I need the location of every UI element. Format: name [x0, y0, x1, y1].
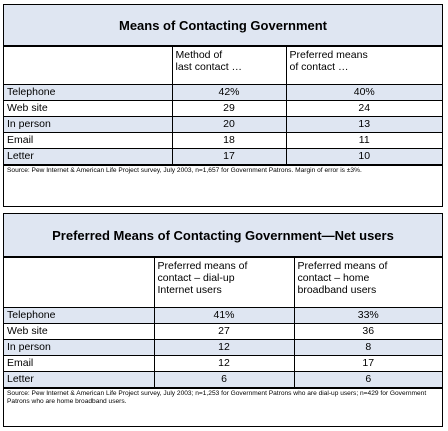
cell-value: 8	[293, 339, 442, 356]
header-row: Preferred means of contact – dial-up Int…	[4, 257, 442, 308]
header-line: Preferred means of	[297, 260, 388, 272]
row-label: In person	[4, 116, 173, 133]
row-label: Letter	[4, 148, 173, 165]
table-row: Web site 27 36	[4, 323, 442, 340]
table-row: Telephone 42% 40%	[4, 84, 442, 101]
table-title: Preferred Means of Contacting Government…	[4, 214, 442, 257]
row-label: Telephone	[4, 84, 173, 101]
table-row: In person 12 8	[4, 339, 442, 356]
header-line: last contact …	[175, 61, 243, 73]
row-label: In person	[4, 339, 155, 356]
row-label: Web site	[4, 100, 173, 117]
cell-value: 36	[293, 323, 442, 340]
cell-value: 40%	[285, 84, 442, 101]
cell-value: 6	[153, 371, 295, 388]
table-title: Means of Contacting Government	[4, 5, 442, 46]
net-users-table: Preferred Means of Contacting Government…	[3, 213, 443, 427]
row-label: Telephone	[4, 307, 155, 324]
row-label: Email	[4, 355, 155, 372]
header-line: Preferred means	[289, 49, 368, 61]
cell-value: 13	[285, 116, 442, 133]
row-label: Email	[4, 132, 173, 149]
header-line: of contact …	[289, 61, 349, 73]
cell-value: 12	[153, 339, 295, 356]
data-table: Method of last contact … Preferred means…	[4, 46, 442, 165]
header-line: Internet users	[157, 284, 222, 296]
header-broadband-users: Preferred means of contact – home broadb…	[293, 257, 442, 308]
table-row: Email 18 11	[4, 132, 442, 149]
header-line: broadband users	[297, 284, 377, 296]
table-row: Web site 29 24	[4, 100, 442, 117]
header-line: contact – home	[297, 272, 370, 284]
table-row: Telephone 41% 33%	[4, 307, 442, 324]
header-row: Method of last contact … Preferred means…	[4, 46, 442, 85]
means-of-contacting-table: Means of Contacting Government Method of…	[3, 4, 443, 207]
source-note: Source: Pew Internet & American Life Pro…	[4, 388, 442, 408]
cell-value: 24	[285, 100, 442, 117]
cell-value: 42%	[171, 84, 287, 101]
cell-value: 17	[171, 148, 287, 165]
header-blank-cell	[4, 46, 173, 85]
cell-value: 12	[153, 355, 295, 372]
cell-value: 33%	[293, 307, 442, 324]
header-method-of-last-contact: Method of last contact …	[171, 46, 287, 85]
table-row: In person 20 13	[4, 116, 442, 133]
table-row: Email 12 17	[4, 355, 442, 372]
header-line: Method of	[175, 49, 223, 61]
table-row: Letter 6 6	[4, 371, 442, 388]
cell-value: 20	[171, 116, 287, 133]
cell-value: 18	[171, 132, 287, 149]
data-table: Preferred means of contact – dial-up Int…	[4, 257, 442, 388]
header-preferred-means: Preferred means of contact …	[285, 46, 442, 85]
cell-value: 17	[293, 355, 442, 372]
row-label: Web site	[4, 323, 155, 340]
cell-value: 29	[171, 100, 287, 117]
cell-value: 11	[285, 132, 442, 149]
table-row: Letter 17 10	[4, 148, 442, 165]
cell-value: 27	[153, 323, 295, 340]
cell-value: 10	[285, 148, 442, 165]
cell-value: 6	[293, 371, 442, 388]
header-line: Preferred means of	[157, 260, 248, 272]
header-dial-up-users: Preferred means of contact – dial-up Int…	[153, 257, 295, 308]
header-line: contact – dial-up	[157, 272, 235, 284]
source-note: Source: Pew Internet & American Life Pro…	[4, 165, 442, 187]
cell-value: 41%	[153, 307, 295, 324]
row-label: Letter	[4, 371, 155, 388]
header-blank-cell	[4, 257, 155, 308]
